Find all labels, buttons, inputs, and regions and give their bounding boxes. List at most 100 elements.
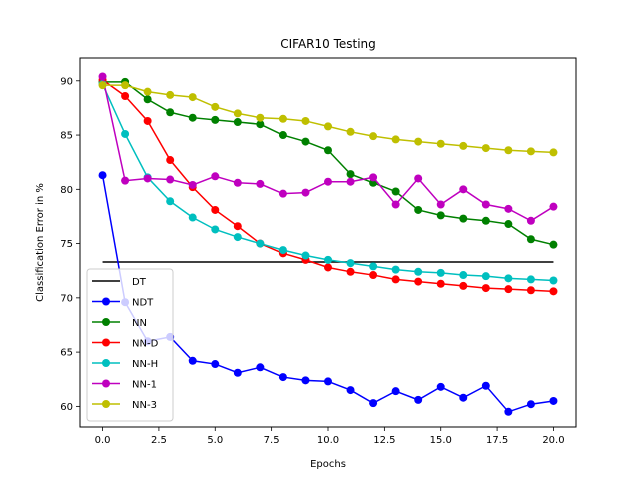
data-point-nn: [459, 214, 468, 223]
data-point-nn: [301, 137, 310, 146]
legend-item-nn-d: NN-D: [92, 338, 159, 350]
plot-area: [98, 72, 558, 416]
data-point-nn: [549, 240, 558, 249]
data-point-nn-d: [459, 281, 468, 290]
data-point-nn: [233, 118, 242, 127]
data-point-nn-1: [369, 173, 378, 182]
data-point-nn-3: [436, 139, 445, 148]
data-point-nn: [324, 146, 332, 155]
data-point-nn: [436, 211, 445, 220]
data-point-nn: [526, 235, 535, 244]
legend-item-nn-h: NN-H: [92, 359, 158, 370]
legend-item-nn-1: NN-1: [92, 379, 157, 391]
data-point-nn-1: [278, 189, 287, 198]
data-point-nn-h: [481, 272, 490, 281]
data-point-nn: [166, 108, 175, 117]
data-point-nn-h: [278, 246, 287, 255]
x-tick-label: 5.0: [207, 435, 223, 446]
data-point-ndt: [481, 381, 490, 390]
data-point-nn-1: [324, 177, 332, 186]
data-point-nn-d: [233, 222, 242, 231]
data-point-nn-1: [346, 177, 355, 186]
data-point-ndt: [324, 377, 332, 386]
data-point-ndt: [346, 386, 355, 395]
legend-marker: [102, 400, 110, 408]
data-point-nn-h: [391, 265, 400, 274]
data-point-nn-d: [369, 271, 378, 280]
data-point-nn-1: [233, 178, 242, 187]
legend-item-nn: NN: [92, 318, 147, 329]
x-tick-label: 15.0: [430, 435, 452, 446]
data-point-nn-3: [324, 122, 332, 131]
data-point-ndt: [211, 360, 220, 369]
data-point-nn-d: [211, 205, 220, 214]
legend-item-ndt: NDT: [92, 297, 154, 309]
data-point-nn-3: [143, 87, 152, 96]
data-point-nn-d: [346, 267, 355, 276]
data-point-nn-1: [504, 204, 513, 213]
series-nn-h: [98, 80, 558, 285]
x-tick-label: 10.0: [317, 435, 339, 446]
y-tick-label: 80: [60, 185, 73, 196]
data-point-ndt: [188, 356, 197, 365]
data-point-nn-3: [211, 102, 220, 111]
legend-label: NDT: [132, 298, 154, 309]
legend-box: [86, 268, 174, 422]
legend-label: DT: [132, 277, 147, 288]
data-point-nn: [256, 120, 265, 129]
data-point-nn-3: [166, 90, 175, 99]
data-point-nn: [414, 205, 423, 214]
data-point-nn-1: [188, 180, 197, 189]
data-point-ndt: [459, 393, 468, 402]
data-point-nn-h: [324, 255, 332, 264]
legend-label: NN-3: [132, 400, 157, 411]
data-point-nn: [188, 113, 197, 122]
data-point-nn: [143, 95, 152, 104]
x-tick-label: 20.0: [542, 435, 564, 446]
data-point-nn-3: [414, 137, 423, 146]
data-point-nn-3: [256, 113, 265, 122]
data-point-nn-h: [414, 267, 423, 276]
data-point-nn-h: [188, 213, 197, 222]
data-point-nn-1: [98, 72, 107, 81]
data-point-ndt: [436, 382, 445, 391]
data-point-nn: [278, 131, 287, 140]
data-point-nn-1: [414, 174, 423, 183]
data-point-nn-h: [256, 239, 265, 248]
data-point-nn-h: [526, 275, 535, 284]
legend: DT NDT NN NN-D NN-H NN-1 NN-3: [86, 268, 174, 422]
y-tick-label: 85: [60, 131, 73, 142]
data-point-ndt: [414, 395, 423, 404]
data-point-nn-3: [459, 141, 468, 150]
data-point-nn-1: [211, 172, 220, 181]
data-point-nn-h: [211, 225, 220, 234]
data-point-nn-3: [526, 147, 535, 156]
legend-label: NN-D: [132, 339, 159, 350]
y-tick-label: 70: [60, 293, 73, 304]
data-point-nn-d: [481, 284, 490, 293]
data-point-nn-h: [233, 233, 242, 242]
data-point-ndt: [233, 368, 242, 377]
legend-marker: [102, 359, 110, 367]
data-point-nn-3: [369, 132, 378, 141]
legend-item-nn-3: NN-3: [92, 400, 157, 411]
data-point-nn-3: [188, 93, 197, 102]
data-point-nn-1: [143, 174, 152, 183]
legend-marker: [102, 318, 110, 326]
data-point-ndt: [301, 376, 310, 385]
legend-marker: [102, 338, 110, 347]
data-point-nn-3: [346, 127, 355, 136]
data-point-nn-h: [504, 274, 513, 283]
data-point-nn-h: [459, 271, 468, 280]
data-point-nn: [481, 216, 490, 225]
data-point-nn-3: [481, 144, 490, 153]
data-point-nn-h: [121, 129, 130, 138]
data-point-nn-1: [166, 175, 175, 184]
data-point-nn-1: [391, 200, 400, 209]
x-tick-label: 17.5: [486, 435, 508, 446]
data-point-ndt: [98, 171, 107, 180]
x-axis-label: Epochs: [310, 459, 346, 470]
data-point-ndt: [391, 387, 400, 396]
data-point-nn: [504, 220, 513, 229]
data-point-nn-1: [459, 185, 468, 194]
